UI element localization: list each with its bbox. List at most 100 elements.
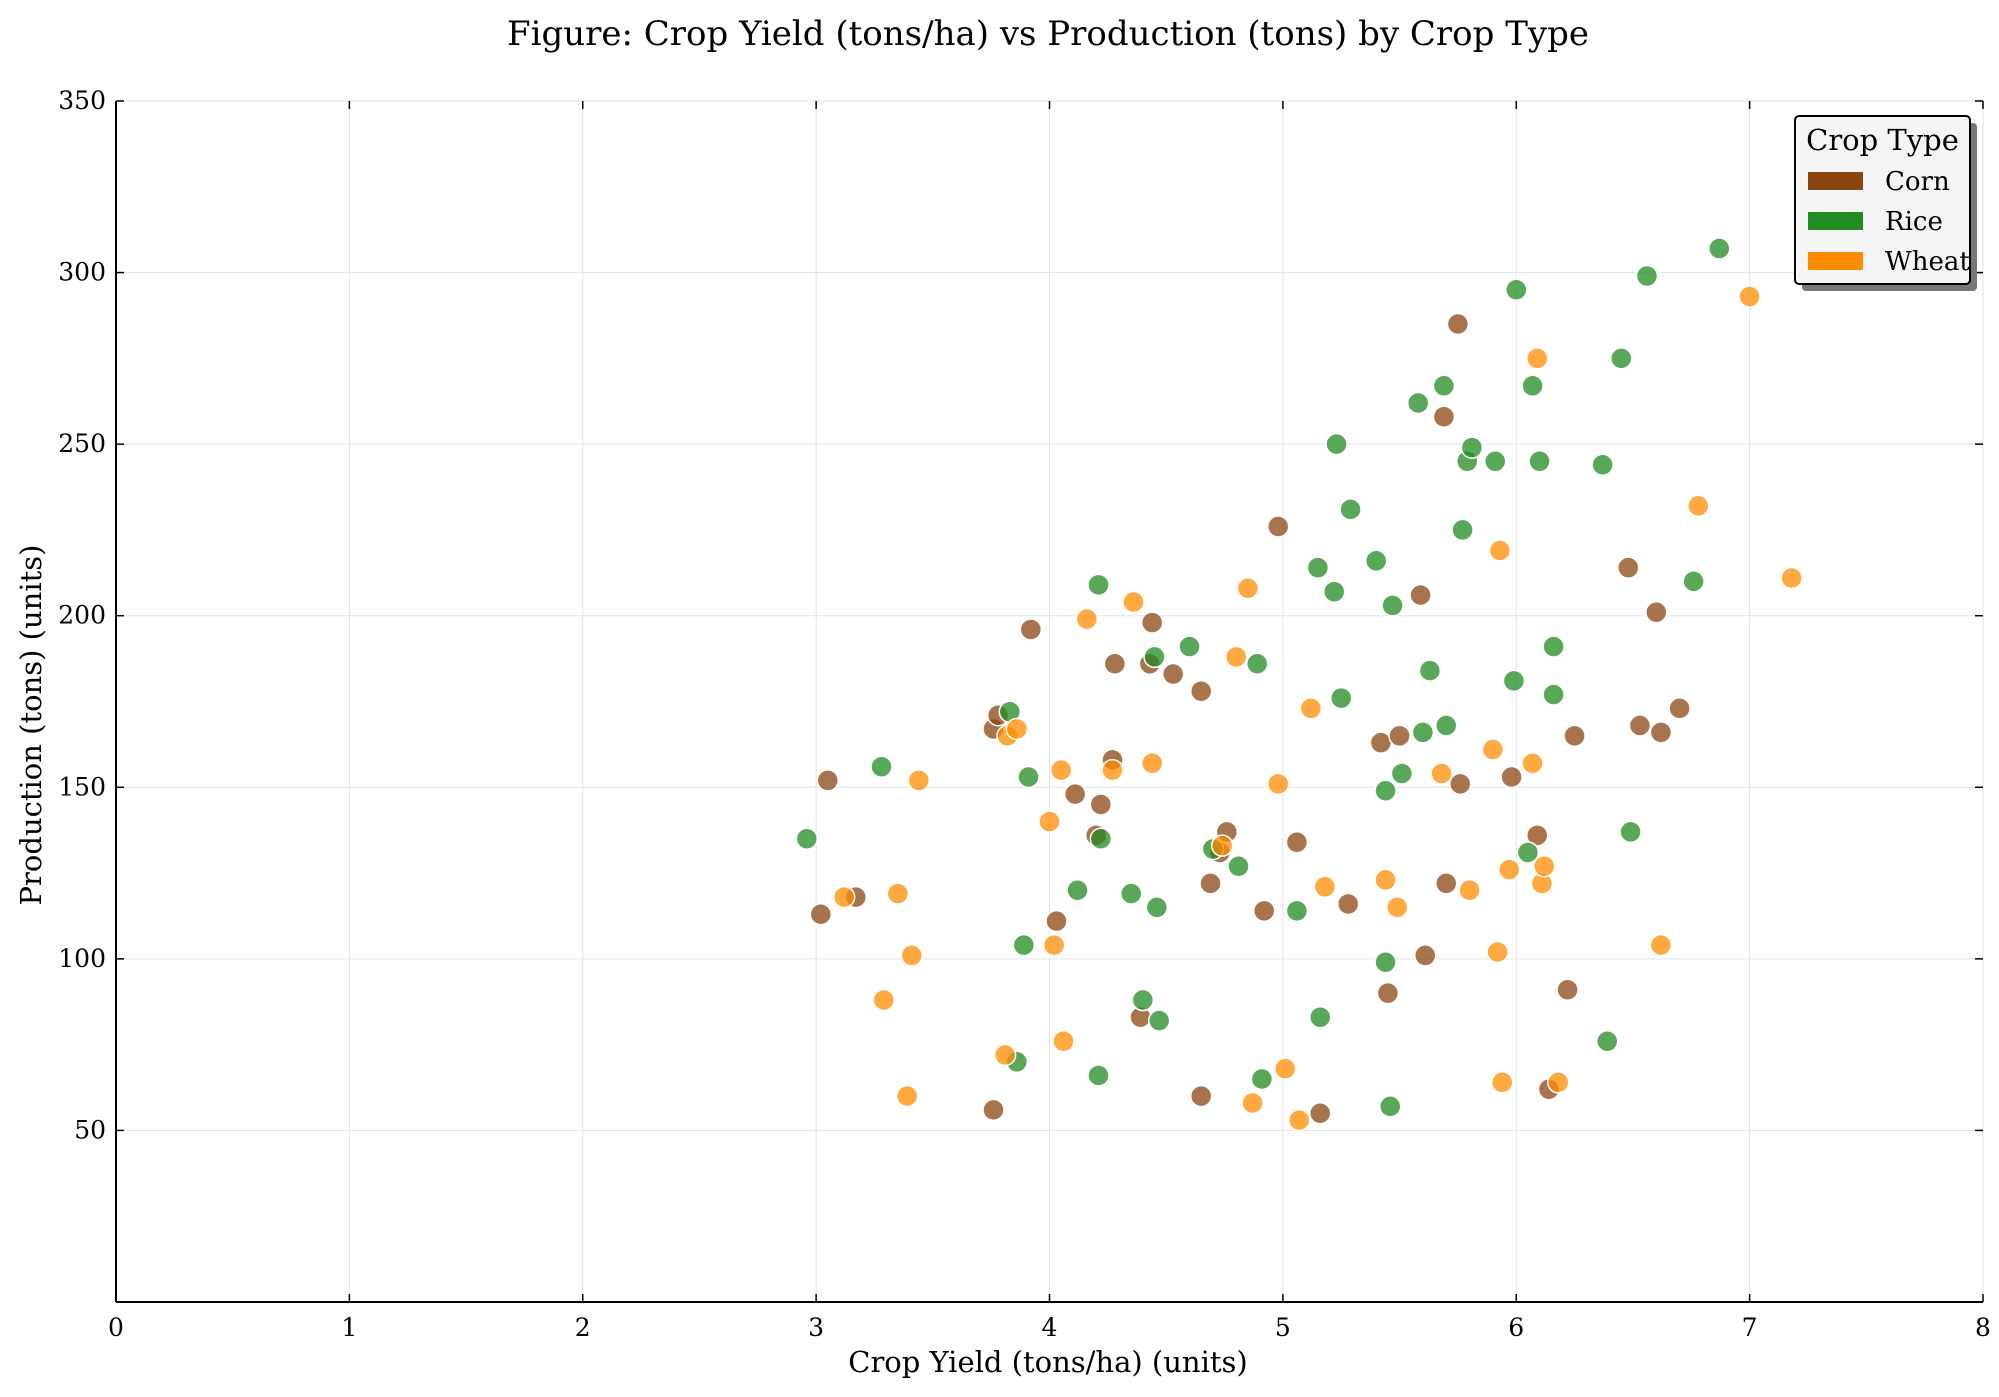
data-point-rice	[1012, 933, 1036, 957]
data-point-rice	[1542, 683, 1565, 706]
data-point-wheat	[832, 885, 856, 909]
data-point-wheat	[1486, 940, 1509, 964]
data-point-rice	[1434, 714, 1458, 737]
data-point-wheat	[1005, 717, 1029, 741]
data-point-wheat	[1241, 1091, 1264, 1115]
data-point-rice	[1306, 556, 1330, 579]
data-point-corn	[1161, 662, 1185, 686]
data-point-rice	[1432, 374, 1456, 398]
data-point-corn	[1645, 601, 1668, 624]
data-point-wheat	[1385, 896, 1409, 919]
data-point-rice	[1528, 450, 1551, 473]
data-point-wheat	[1374, 868, 1397, 892]
data-point-rice	[1682, 570, 1705, 593]
data-point-rice	[1089, 827, 1113, 851]
data-point-wheat	[1490, 1071, 1514, 1094]
data-points	[795, 237, 1803, 1132]
data-point-wheat	[1458, 878, 1481, 902]
data-point-wheat	[907, 769, 931, 792]
y-tick-label: 200	[58, 601, 106, 630]
data-point-rice	[1418, 659, 1442, 682]
data-point-rice	[795, 827, 819, 851]
legend-label-corn: Corn	[1885, 167, 1950, 197]
y-tick-label: 50	[74, 1115, 106, 1144]
data-point-wheat	[1042, 933, 1066, 957]
chart-title: Figure: Crop Yield (tons/ha) vs Producti…	[507, 14, 1589, 54]
data-point-rice	[1542, 635, 1565, 658]
data-point-wheat	[1687, 494, 1710, 518]
data-point-corn	[1434, 872, 1458, 895]
data-point-corn	[809, 902, 833, 926]
legend-swatch-wheat	[1808, 252, 1863, 270]
data-point-rice	[1131, 988, 1155, 1012]
y-tick-label: 300	[58, 258, 106, 287]
data-point-rice	[1364, 549, 1388, 573]
data-point-wheat	[1122, 590, 1145, 614]
data-point-wheat	[1521, 752, 1544, 775]
data-point-corn	[1045, 909, 1068, 933]
data-point-wheat	[1140, 752, 1164, 775]
data-point-corn	[1285, 830, 1309, 854]
data-point-rice	[1516, 841, 1540, 864]
data-point-corn	[1448, 772, 1472, 796]
data-point-rice	[1308, 1005, 1332, 1029]
data-point-rice	[1325, 432, 1348, 456]
x-tick-label: 7	[1742, 1313, 1758, 1342]
data-point-corn	[1649, 721, 1673, 744]
data-point-wheat	[900, 944, 924, 967]
data-point-corn	[1376, 981, 1400, 1005]
data-point-wheat	[1533, 854, 1556, 878]
data-point-corn	[1432, 405, 1456, 428]
data-point-wheat	[1738, 285, 1761, 308]
data-point-wheat	[1430, 762, 1453, 785]
data-point-corn	[1252, 899, 1276, 923]
x-tick-label: 1	[341, 1313, 357, 1342]
data-point-corn	[982, 1098, 1005, 1122]
data-point-wheat	[993, 1043, 1017, 1067]
data-point-corn	[1308, 1102, 1332, 1125]
data-point-wheat	[1236, 577, 1260, 600]
data-point-corn	[1189, 1084, 1213, 1108]
data-point-wheat	[1299, 697, 1323, 720]
data-point-corn	[1369, 731, 1393, 754]
data-point-corn	[1266, 515, 1290, 538]
y-tick-label: 250	[58, 429, 106, 458]
data-point-wheat	[1052, 1029, 1075, 1053]
data-point-wheat	[1780, 566, 1803, 590]
data-point-rice	[1411, 721, 1435, 744]
data-point-rice	[1339, 498, 1362, 521]
data-point-rice	[1502, 669, 1526, 693]
data-point-rice	[1460, 436, 1484, 459]
data-point-rice	[1591, 453, 1614, 476]
data-point-rice	[1087, 573, 1110, 597]
data-point-corn	[1668, 697, 1691, 720]
y-tick-label: 150	[58, 772, 106, 801]
data-point-wheat	[1488, 539, 1512, 562]
data-point-corn	[1019, 618, 1043, 641]
legend-label-rice: Rice	[1885, 207, 1943, 237]
data-point-rice	[1596, 1029, 1619, 1053]
data-point-rice	[1483, 450, 1507, 473]
legend-title: Crop Type	[1806, 123, 1959, 157]
data-point-rice	[1329, 686, 1353, 710]
legend-box	[1794, 115, 1971, 285]
legend: Crop Type Corn Rice Wheat	[1794, 115, 1977, 291]
data-point-corn	[1140, 611, 1164, 634]
data-point-rice	[1381, 594, 1404, 617]
data-point-corn	[816, 769, 840, 792]
data-point-wheat	[1210, 834, 1234, 857]
data-point-corn	[1628, 714, 1652, 737]
data-point-rice	[1143, 645, 1166, 669]
data-point-wheat	[1266, 772, 1290, 796]
data-point-rice	[1250, 1067, 1274, 1091]
data-point-wheat	[1075, 607, 1099, 631]
data-point-rice	[1147, 1009, 1171, 1032]
data-point-wheat	[1481, 738, 1505, 761]
data-point-corn	[1063, 782, 1087, 806]
data-point-rice	[1451, 518, 1474, 542]
data-point-rice	[1406, 391, 1430, 415]
data-point-rice	[1635, 264, 1659, 288]
data-point-rice	[1322, 580, 1346, 603]
data-point-wheat	[1287, 1108, 1311, 1132]
